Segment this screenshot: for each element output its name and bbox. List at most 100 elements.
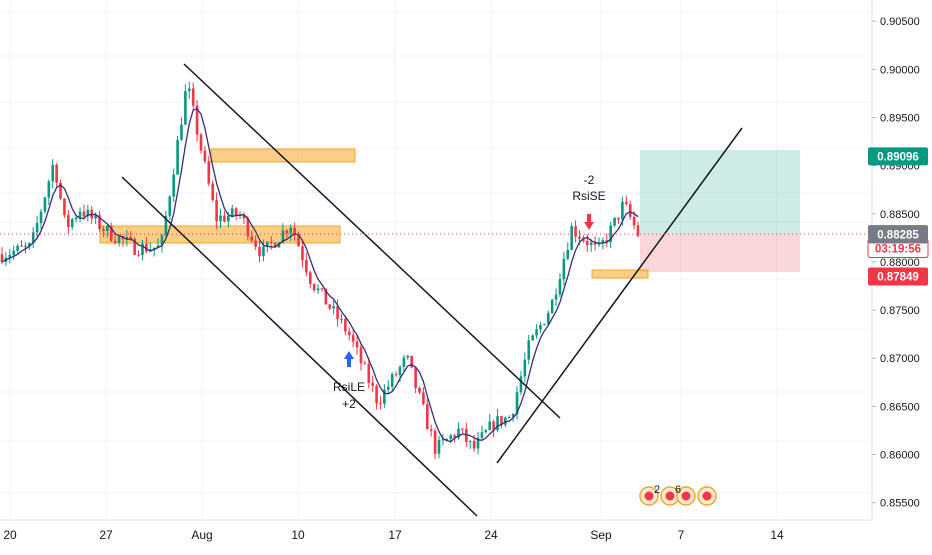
candle-body-159 <box>621 201 624 220</box>
candle-body-28 <box>109 225 113 241</box>
candle-body-148 <box>578 236 581 239</box>
candle-body-64 <box>250 236 254 241</box>
candle-body-118 <box>461 428 464 430</box>
candle-body-87 <box>340 319 343 321</box>
candle-body-98 <box>383 389 386 404</box>
time-tick-label-3: 10 <box>291 528 305 542</box>
candle-body-40 <box>156 245 160 248</box>
time-tick-label-8: 14 <box>770 528 784 542</box>
price-tick-label-5: 0.88000 <box>880 257 920 269</box>
candle-body-62 <box>242 215 246 219</box>
candle-body-32 <box>125 237 129 240</box>
long-signal-line2: +2 <box>342 397 356 411</box>
candle-body-65 <box>254 240 257 247</box>
candle-body-7 <box>28 243 31 246</box>
candle-body-12 <box>47 181 51 198</box>
candle-body-134 <box>523 359 527 377</box>
candle-body-31 <box>121 236 125 240</box>
candle-body-0 <box>0 254 4 262</box>
candle-body-21 <box>82 211 86 217</box>
candle-body-151 <box>589 242 593 246</box>
candle-body-130 <box>507 416 511 418</box>
candle-body-26 <box>102 229 105 232</box>
candles <box>0 81 640 460</box>
candle-body-85 <box>332 306 335 309</box>
candle-body-11 <box>43 197 47 212</box>
candle-body-78 <box>305 259 308 273</box>
candle-body-150 <box>585 240 589 246</box>
candle-body-8 <box>31 232 35 244</box>
candle-body-146 <box>570 226 573 250</box>
candle-body-66 <box>258 246 261 257</box>
candle-body-95 <box>371 382 374 386</box>
candle-body-101 <box>394 374 398 376</box>
short-signal-line1: -2 <box>584 173 595 187</box>
candle-body-36 <box>141 243 144 256</box>
candle-body-116 <box>453 435 456 438</box>
candle-body-86 <box>336 306 339 320</box>
loss-zone <box>640 234 800 272</box>
candle-body-69 <box>269 241 273 244</box>
price-label-stop: 0.87849 <box>877 271 919 283</box>
candle-body-125 <box>488 421 492 431</box>
price-tick-label-9: 0.86000 <box>880 450 920 462</box>
candle-body-154 <box>601 240 605 243</box>
candle-body-122 <box>476 437 480 449</box>
candle-body-44 <box>172 174 175 197</box>
candle-body-59 <box>230 208 234 217</box>
candle-body-138 <box>539 324 542 330</box>
candle-body-51 <box>199 134 203 151</box>
candle-body-158 <box>617 217 620 220</box>
ma-line <box>1 108 639 443</box>
candle-body-74 <box>289 227 293 234</box>
candle-body-5 <box>20 245 23 247</box>
candle-body-100 <box>390 374 394 387</box>
candle-body-37 <box>145 243 148 252</box>
event-flag-icon-0 <box>644 491 654 501</box>
candle-body-123 <box>480 432 484 438</box>
candle-body-57 <box>223 215 226 222</box>
candle-body-10 <box>39 211 43 224</box>
candle-body-155 <box>605 240 609 243</box>
candle-body-34 <box>133 238 136 255</box>
time-tick-label-7: 7 <box>678 528 685 542</box>
candle-body-107 <box>418 387 421 393</box>
candle-body-45 <box>176 139 179 175</box>
candle-body-79 <box>308 272 312 284</box>
candle-body-94 <box>367 364 371 383</box>
candle-body-54 <box>211 183 214 201</box>
candle-body-41 <box>160 235 164 246</box>
candle-body-102 <box>398 366 402 376</box>
candle-body-121 <box>472 441 476 449</box>
candle-body-110 <box>429 429 433 431</box>
candle-body-163 <box>636 225 640 236</box>
candle-body-29 <box>113 240 117 243</box>
candle-body-109 <box>426 404 429 430</box>
candle-body-131 <box>511 413 515 417</box>
uptrend-line <box>496 127 743 464</box>
resistance-box <box>210 148 356 163</box>
candle-body-115 <box>449 435 453 439</box>
price-label-target: 0.89096 <box>877 151 919 163</box>
candle-body-15 <box>59 182 62 199</box>
candle-body-136 <box>531 335 534 341</box>
candle-body-3 <box>12 250 16 256</box>
price-label-target-bg <box>868 147 928 166</box>
price-label-stop-bg <box>868 267 928 286</box>
candle-body-4 <box>16 245 19 251</box>
candle-body-128 <box>500 416 503 425</box>
candle-body-72 <box>281 230 285 243</box>
time-tick-label-5: 24 <box>484 528 498 542</box>
candle-body-24 <box>94 215 97 219</box>
candle-body-133 <box>519 376 523 393</box>
price-tick-label-4: 0.88500 <box>880 209 920 221</box>
candle-body-156 <box>609 225 612 243</box>
candle-body-14 <box>55 164 58 183</box>
candle-body-149 <box>582 238 585 241</box>
candle-body-17 <box>67 215 70 227</box>
candle-body-93 <box>363 363 367 365</box>
